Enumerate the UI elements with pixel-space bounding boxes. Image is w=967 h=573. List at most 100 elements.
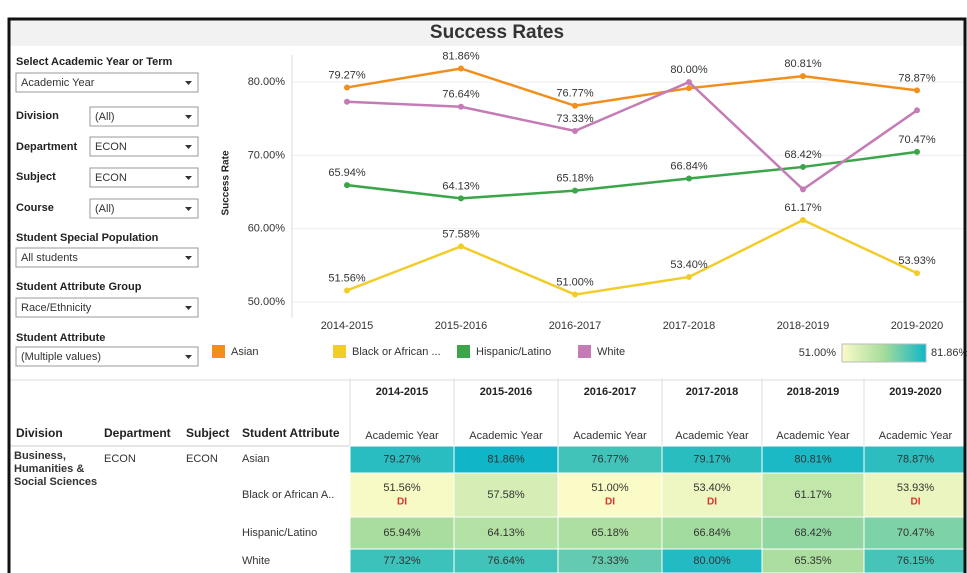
cell-value: 66.84%	[693, 527, 731, 539]
cell-value: 77.32%	[383, 555, 421, 567]
dropdown[interactable]	[15, 247, 199, 268]
dropdown-value: (All)	[95, 203, 115, 215]
series-line	[346, 218, 918, 296]
dropdown-value: Race/Ethnicity	[21, 302, 92, 314]
table-header: Division	[16, 426, 63, 440]
data-label: 61.17%	[784, 202, 822, 214]
dropdown[interactable]	[89, 167, 199, 188]
column-subheader: Academic Year	[776, 430, 850, 442]
data-label: 64.13%	[442, 180, 480, 192]
filter-label: Subject	[16, 171, 56, 183]
x-tick-label: 2017-2018	[663, 320, 716, 332]
point	[572, 127, 578, 134]
filter-label: Department	[16, 141, 77, 153]
filter-label: Select Academic Year or Term	[16, 56, 173, 68]
data-label: 66.84%	[670, 160, 708, 172]
series-line	[346, 67, 918, 108]
legend-min: 51.00%	[799, 347, 837, 359]
heat-cell	[863, 472, 967, 518]
point	[458, 65, 464, 72]
filter-label: Course	[16, 202, 54, 214]
point	[344, 287, 350, 294]
data-label: 73.33%	[556, 113, 594, 125]
dropdown[interactable]	[89, 198, 199, 219]
heat-cell	[863, 445, 967, 474]
data-label: 81.86%	[442, 50, 480, 62]
heat-cell	[349, 445, 455, 474]
dropdown[interactable]	[15, 297, 199, 318]
column-subheader: Academic Year	[879, 430, 953, 442]
dropdown-arrow	[185, 115, 192, 119]
cell-value: 79.17%	[693, 453, 731, 465]
data-label: 57.58%	[442, 228, 480, 240]
point	[458, 103, 464, 110]
dropdown-arrow	[185, 256, 192, 260]
table-header: Student Attribute	[242, 426, 340, 440]
gradient-bar	[841, 343, 927, 363]
y-tick-label: 60.00%	[248, 223, 286, 235]
cell-value: 76.64%	[487, 555, 525, 567]
data-label: 76.64%	[442, 89, 480, 101]
point	[914, 107, 920, 114]
data-label: 68.42%	[784, 149, 822, 161]
data-label: 53.40%	[670, 259, 708, 271]
filter-label: Division	[16, 110, 59, 122]
cell-value: 73.33%	[591, 555, 629, 567]
dropdown[interactable]	[15, 72, 199, 93]
data-label: 80.81%	[784, 58, 822, 70]
dropdown-value: Academic Year	[21, 77, 95, 89]
point	[686, 273, 692, 280]
cell-value: 79.27%	[383, 453, 421, 465]
dropdown[interactable]	[15, 346, 199, 367]
filter-label: Student Attribute	[16, 332, 105, 344]
column-header: 2015-2016	[480, 386, 533, 398]
cell-value: 53.40%	[693, 482, 731, 494]
heat-cell	[661, 516, 763, 550]
column-header: 2014-2015	[376, 386, 429, 398]
x-tick-label: 2019-2020	[891, 320, 944, 332]
heat-cell	[661, 548, 763, 573]
column-subheader: Academic Year	[675, 430, 749, 442]
di-flag: DI	[707, 497, 717, 508]
dropdown[interactable]	[89, 106, 199, 127]
point	[800, 186, 806, 193]
legend-swatch	[457, 345, 470, 358]
legend-max: 81.86%	[931, 347, 967, 359]
cell-value: 57.58%	[487, 489, 525, 501]
dropdown[interactable]	[89, 136, 199, 157]
point	[458, 243, 464, 250]
di-flag: DI	[397, 497, 407, 508]
cell-value: 78.87%	[897, 453, 935, 465]
heat-cell	[661, 445, 763, 474]
department-cell: ECON	[104, 453, 136, 465]
legend-label: Asian	[231, 346, 259, 358]
heat-cell	[557, 548, 663, 573]
heat-cell	[453, 445, 559, 474]
column-header: 2018-2019	[787, 386, 840, 398]
division-text: Business, Humanities & Social Sciences	[14, 450, 98, 488]
cell-value: 61.17%	[794, 489, 832, 501]
cell-value: 80.00%	[693, 555, 731, 567]
column-subheader: Academic Year	[573, 430, 647, 442]
legend-swatch	[212, 345, 225, 358]
legend-label: Hispanic/Latino	[476, 346, 551, 358]
cell-value: 65.35%	[794, 555, 832, 567]
point	[344, 182, 350, 189]
data-label: 76.77%	[556, 88, 594, 100]
dropdown-arrow	[185, 355, 192, 359]
dropdown-arrow	[185, 81, 192, 85]
x-tick-label: 2015-2016	[435, 320, 488, 332]
point	[458, 195, 464, 202]
point	[686, 175, 692, 182]
x-tick-label: 2018-2019	[777, 320, 830, 332]
frame	[7, 17, 967, 573]
point	[572, 291, 578, 298]
x-tick-label: 2016-2017	[549, 320, 602, 332]
heat-cell	[863, 548, 967, 573]
subject-cell: ECON	[186, 453, 218, 465]
column-subheader: Academic Year	[365, 430, 439, 442]
column-header: 2017-2018	[686, 386, 739, 398]
column-subheader: Academic Year	[469, 430, 543, 442]
point	[914, 87, 920, 94]
